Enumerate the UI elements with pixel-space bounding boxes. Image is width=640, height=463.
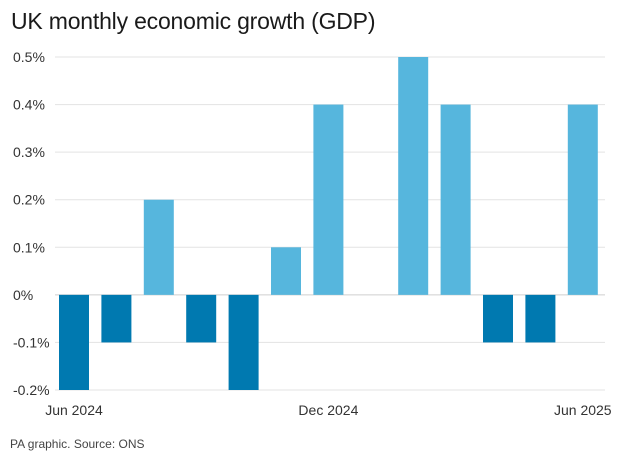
bar-may-2025 [525, 294, 556, 343]
x-tick-label: Dec 2024 [298, 402, 358, 418]
y-tick-label: 0.4% [13, 97, 45, 113]
bar-jun-2024 [59, 294, 89, 390]
bar-jun-2025 [567, 104, 598, 295]
y-tick-label: 0.3% [13, 144, 45, 160]
bars [59, 57, 598, 390]
y-tick-label: -0.2% [13, 382, 50, 398]
bar-feb-2025 [398, 57, 429, 295]
bar-aug-2024 [143, 199, 174, 295]
bar-oct-2024 [228, 294, 259, 390]
y-tick-label: 0.2% [13, 192, 45, 208]
y-tick-label: 0.1% [13, 239, 45, 255]
y-tick-label: -0.1% [13, 334, 50, 350]
y-tick-label: 0.5% [13, 49, 45, 65]
chart-title: UK monthly economic growth (GDP) [11, 8, 376, 34]
bar-sep-2024 [186, 294, 217, 343]
y-axis-tick-labels: 0.5% 0.4% 0.3% 0.2% 0.1% 0% -0.1% -0.2% [13, 49, 50, 398]
bar-jul-2024 [101, 294, 132, 343]
x-tick-label: Jun 2025 [554, 402, 612, 418]
source-note: PA graphic. Source: ONS [10, 437, 145, 451]
y-tick-label: 0% [13, 287, 33, 303]
bar-nov-2024 [271, 247, 301, 295]
bar-mar-2025 [440, 104, 471, 295]
bar-dec-2024 [313, 104, 344, 295]
x-tick-label: Jun 2024 [45, 402, 103, 418]
x-axis-tick-labels: Jun 2024 Dec 2024 Jun 2025 [45, 402, 612, 418]
bar-apr-2025 [483, 294, 513, 343]
